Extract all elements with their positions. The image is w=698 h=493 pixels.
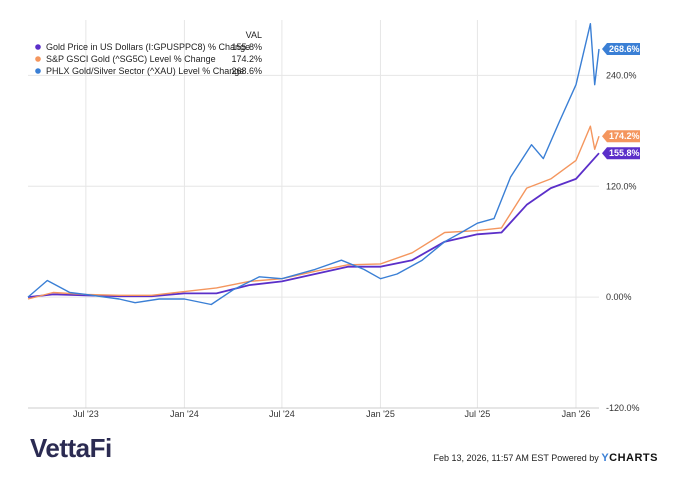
value-flag-2 — [602, 43, 640, 56]
value-flag-label-2: 268.6% — [609, 44, 640, 54]
plot-area — [28, 20, 599, 408]
ycharts-logo-text: CHARTS — [609, 452, 658, 464]
series-line-1 — [27, 125, 600, 300]
legend-marker-2 — [35, 68, 41, 74]
series-lines — [27, 23, 600, 306]
x-tick-label: Jul '23 — [73, 409, 99, 419]
x-tick-label: Jul '24 — [269, 409, 295, 419]
value-flags: 155.8% 174.2% 268.6% — [602, 43, 640, 160]
legend-header: VAL — [246, 30, 262, 40]
legend-label-1: S&P GSCI Gold (^SG5C) Level % Change — [46, 54, 216, 64]
legend-value-1: 174.2% — [231, 54, 262, 64]
y-tick-label: 120.0% — [606, 181, 637, 191]
legend-value-0: 155.8% — [231, 42, 262, 52]
x-tick-label: Jan '26 — [562, 409, 591, 419]
vettafi-logo: VettaFi — [30, 433, 112, 463]
x-tick-label: Jan '25 — [366, 409, 395, 419]
legend-label-0: Gold Price in US Dollars (I:GPUSPPC8) % … — [46, 42, 250, 52]
legend-marker-1 — [35, 56, 41, 62]
value-flag-0 — [602, 147, 640, 160]
legend-label-2: PHLX Gold/Silver Sector (^XAU) Level % C… — [46, 66, 244, 76]
x-tick-label: Jan '24 — [170, 409, 199, 419]
axis-ticks: Jul '23 Jan '24 Jul '24 Jan '25 Jul '25 Jan '… — [73, 70, 640, 419]
footer: Feb 13, 2026, 11:57 AM EST Powered by YC… — [434, 452, 658, 464]
series-line-0 — [27, 152, 600, 298]
y-tick-label: 240.0% — [606, 70, 637, 80]
value-flag-label-0: 155.8% — [609, 148, 640, 158]
legend-marker-0 — [35, 44, 41, 50]
y-tick-label: 0.00% — [606, 292, 632, 302]
series-line-2 — [27, 23, 600, 306]
ycharts-logo: YCHARTS — [601, 452, 658, 464]
x-tick-label: Jul '25 — [465, 409, 491, 419]
ycharts-logo-y: Y — [601, 452, 610, 464]
legend-value-2: 268.6% — [231, 66, 262, 76]
value-flag-label-1: 174.2% — [609, 131, 640, 141]
y-tick-label: -120.0% — [606, 403, 640, 413]
value-flag-1 — [602, 130, 640, 143]
chart: Jul '23 Jan '24 Jul '24 Jan '25 Jul '25 Jan '… — [27, 20, 640, 419]
timestamp: Feb 13, 2026, 11:57 AM EST Powered by — [433, 453, 599, 463]
legend: VAL Gold Price in US Dollars (I:GPUSPPC8… — [35, 30, 262, 76]
